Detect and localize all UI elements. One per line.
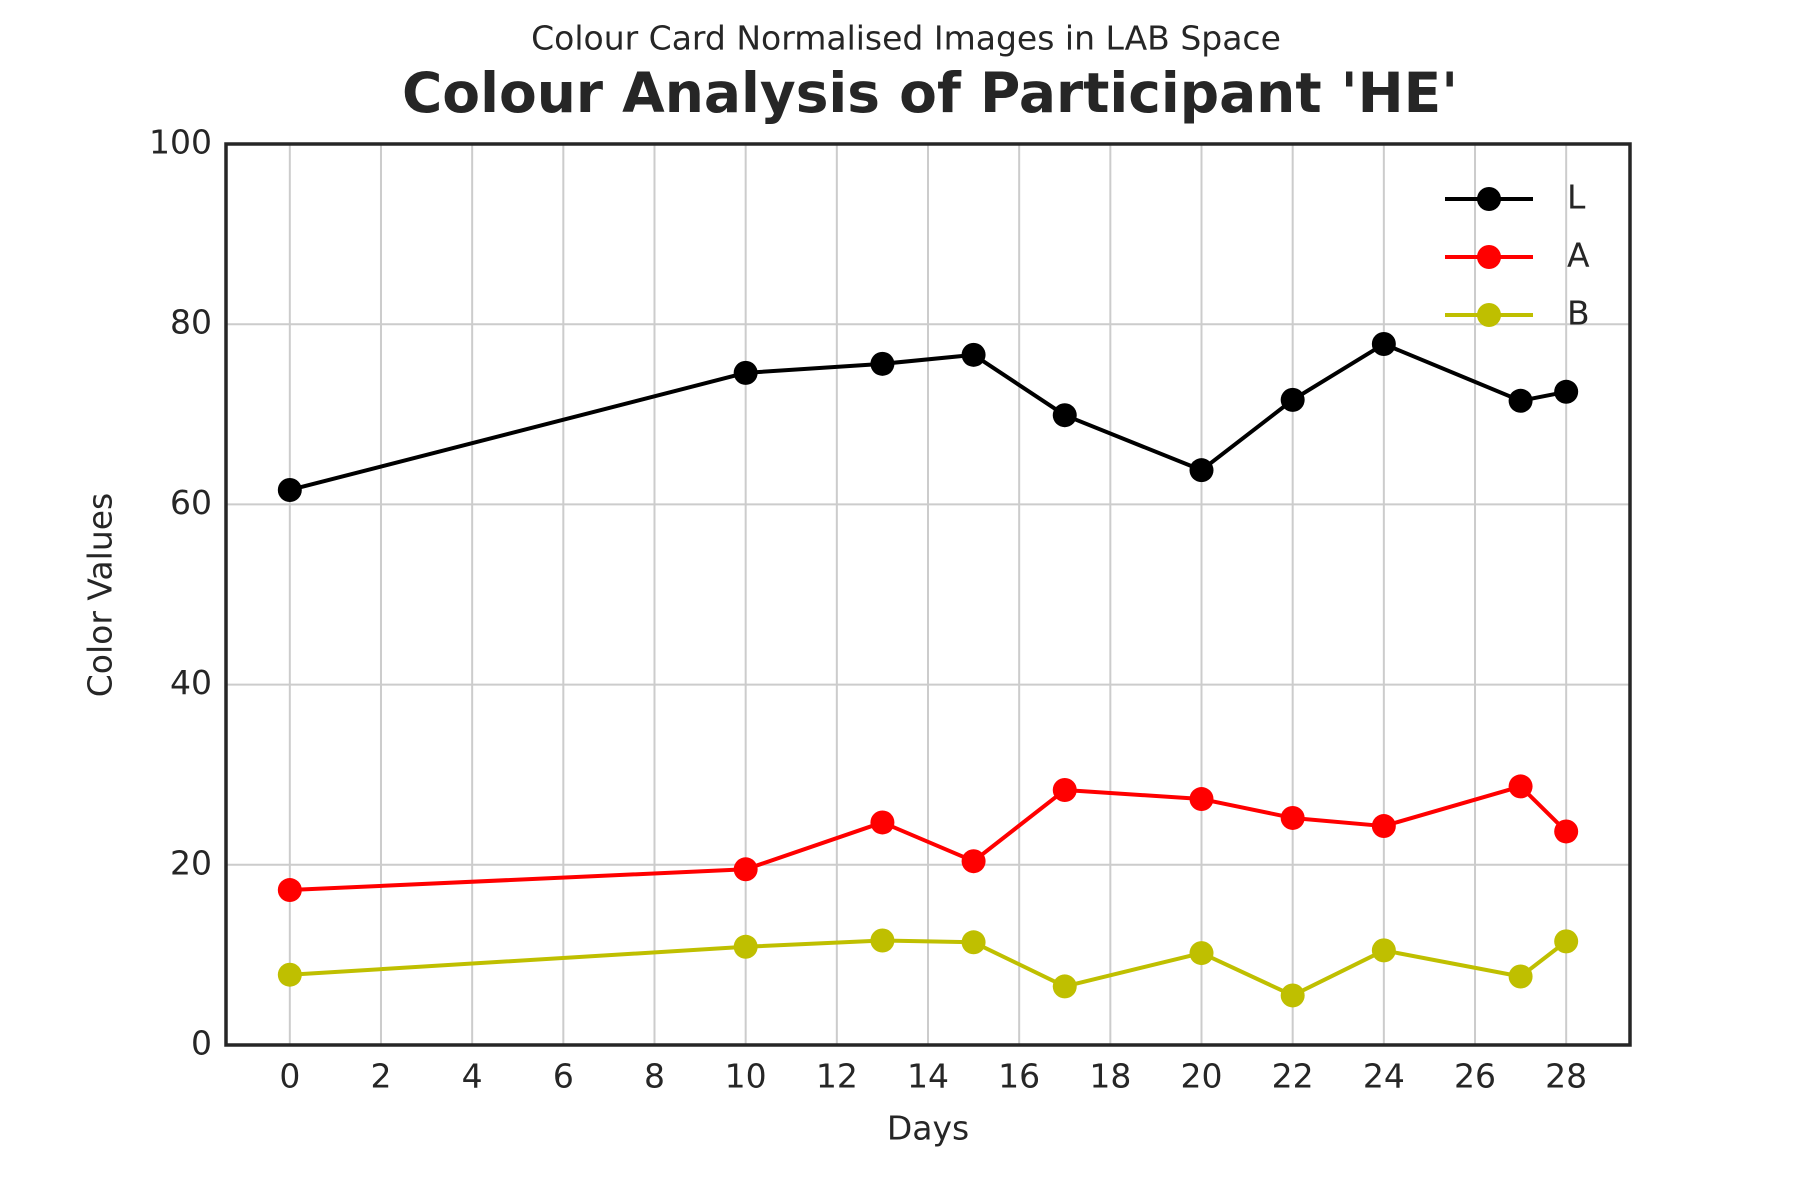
- series-line: [289, 784, 1568, 893]
- x-tick-label: 26: [1454, 1057, 1496, 1096]
- y-tick-label: 80: [170, 303, 212, 342]
- x-axis-label: Days: [887, 1109, 969, 1148]
- data-point: [1189, 458, 1214, 483]
- legend-label: L: [1567, 178, 1586, 217]
- data-point: [870, 928, 895, 953]
- x-tick-label: 28: [1545, 1057, 1587, 1096]
- data-point: [1554, 819, 1579, 844]
- y-tick-label: 60: [170, 483, 212, 522]
- data-point: [277, 878, 302, 903]
- data-point: [961, 342, 986, 367]
- y-tick-label: 100: [149, 123, 212, 162]
- data-point: [1508, 964, 1533, 989]
- data-point: [1052, 974, 1077, 999]
- data-point: [1189, 787, 1214, 812]
- data-point: [733, 360, 758, 385]
- data-point: [870, 351, 895, 376]
- x-tick-label: 10: [725, 1057, 767, 1096]
- x-tick-label: 8: [644, 1057, 665, 1096]
- legend-marker: [1477, 245, 1501, 269]
- data-point: [1554, 379, 1579, 404]
- x-tick-label: 24: [1363, 1057, 1405, 1096]
- data-point: [733, 857, 758, 882]
- data-point: [1371, 938, 1396, 963]
- data-point: [1052, 403, 1077, 428]
- data-point: [277, 477, 302, 502]
- x-tick-label: 4: [462, 1057, 483, 1096]
- x-tick-label: 22: [1272, 1057, 1314, 1096]
- data-point: [1508, 774, 1533, 799]
- data-point: [870, 810, 895, 835]
- data-point: [961, 930, 986, 955]
- x-tick-label: 20: [1181, 1057, 1223, 1096]
- data-point: [277, 962, 302, 987]
- legend-marker: [1477, 303, 1501, 327]
- y-tick-label: 0: [191, 1024, 212, 1063]
- y-axis-label: Color Values: [81, 493, 120, 697]
- data-point: [1554, 929, 1579, 954]
- x-tick-label: 14: [907, 1057, 949, 1096]
- y-tick-label: 40: [170, 663, 212, 702]
- x-tick-label: 0: [279, 1057, 300, 1096]
- data-point: [733, 934, 758, 959]
- data-point: [961, 849, 986, 874]
- data-point: [1280, 805, 1305, 830]
- data-point: [1508, 388, 1533, 413]
- x-tick-label: 18: [1089, 1057, 1131, 1096]
- chart-subtitle: Colour Card Normalised Images in LAB Spa…: [531, 19, 1281, 58]
- data-point: [1189, 941, 1214, 966]
- data-point: [1371, 814, 1396, 839]
- x-tick-label: 12: [816, 1057, 858, 1096]
- x-tick-label: 16: [998, 1057, 1040, 1096]
- legend-label: B: [1567, 294, 1590, 333]
- x-tick-label: 2: [370, 1057, 391, 1096]
- data-point: [1280, 387, 1305, 412]
- series-line: [289, 342, 1567, 492]
- x-tick-label: 6: [553, 1057, 574, 1096]
- legend-label: A: [1567, 236, 1590, 275]
- y-tick-label: 20: [170, 843, 212, 882]
- series-line: [289, 938, 1568, 998]
- plot-frame: [224, 142, 1632, 1047]
- legend-marker: [1477, 187, 1501, 211]
- data-point: [1052, 778, 1077, 803]
- chart-title: Colour Analysis of Participant 'HE': [402, 61, 1458, 125]
- data-point: [1280, 983, 1305, 1008]
- data-point: [1371, 332, 1396, 357]
